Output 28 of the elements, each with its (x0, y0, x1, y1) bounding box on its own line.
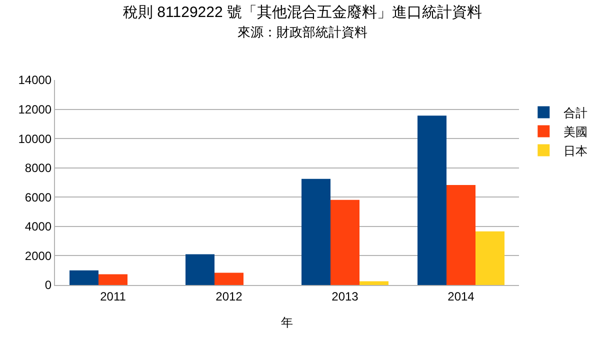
y-tick-label: 2000 (24, 248, 52, 263)
legend-label: 美國 (564, 124, 588, 139)
chart-title: 稅則 81129222 號「其他混合五金廢料」進口統計資料 (123, 4, 482, 21)
x-axis-title: 年 (281, 315, 293, 330)
bar (418, 116, 446, 285)
bar (214, 272, 244, 285)
bar (330, 200, 360, 285)
bar (186, 254, 214, 285)
x-tick-label: 2012 (216, 289, 243, 304)
y-tick-label: 0 (44, 278, 52, 292)
legend-label: 日本 (564, 144, 588, 158)
y-tick-label: 14000 (18, 73, 52, 88)
bar (98, 274, 128, 285)
chart-subtitle: 來源：財政部統計資料 (238, 24, 368, 40)
x-tick-label: 2013 (332, 289, 359, 304)
bar (446, 184, 476, 285)
legend-label: 合計 (564, 106, 588, 120)
bar (360, 281, 388, 285)
x-tick-label: 2011 (100, 289, 126, 304)
y-tick-label: 12000 (18, 102, 52, 116)
x-tick-label: 2014 (448, 289, 475, 304)
y-tick-label: 10000 (18, 132, 52, 146)
bar (302, 178, 330, 285)
y-tick-label: 8000 (24, 161, 52, 176)
bar (476, 231, 504, 285)
bar (70, 270, 98, 285)
y-tick-label: 4000 (24, 220, 52, 234)
y-tick-label: 6000 (24, 190, 52, 204)
